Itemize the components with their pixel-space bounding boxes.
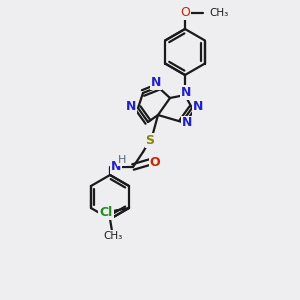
Text: N: N	[111, 160, 121, 172]
Text: CH₃: CH₃	[209, 8, 228, 18]
Text: S: S	[146, 134, 154, 146]
Text: O: O	[150, 155, 160, 169]
Text: CH₃: CH₃	[103, 231, 123, 241]
Text: O: O	[180, 5, 190, 19]
Text: N: N	[182, 116, 192, 130]
Text: N: N	[126, 100, 136, 113]
Text: N: N	[181, 85, 191, 98]
Text: Cl: Cl	[99, 206, 113, 218]
Text: N: N	[193, 100, 203, 113]
Text: N: N	[151, 76, 161, 88]
Text: H: H	[118, 155, 126, 165]
